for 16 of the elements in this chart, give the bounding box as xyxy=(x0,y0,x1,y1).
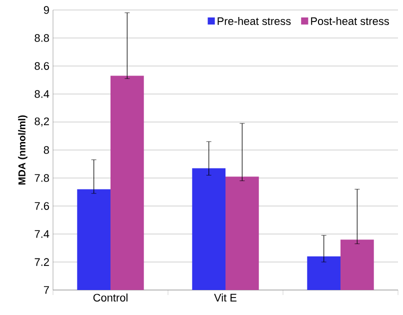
y-tick-label: 9 xyxy=(44,6,49,14)
y-tick-label: 8,2 xyxy=(34,117,49,127)
y-tick-label: 8.4 xyxy=(34,90,50,98)
y-tick-label: 7.8 xyxy=(34,174,49,182)
y-tick-label: 7 xyxy=(44,286,49,294)
x-tick-label: Control xyxy=(93,294,128,302)
y-tick-label: 8.8 xyxy=(34,34,49,42)
y-axis-title: MDA (nmol/ml) xyxy=(18,115,28,184)
y-tick-label: 8.6 xyxy=(34,62,49,70)
x-tick-label: Vit E xyxy=(214,294,236,302)
legend-label: Pre-heat stress xyxy=(218,16,291,26)
legend-label: Post-heat stress xyxy=(311,16,389,26)
y-tick-label: 7.2 xyxy=(34,258,49,266)
y-tick-label: 8 xyxy=(44,146,49,154)
y-tick-label: 7.4 xyxy=(34,230,50,238)
y-tick-label: 7.6 xyxy=(34,202,49,210)
